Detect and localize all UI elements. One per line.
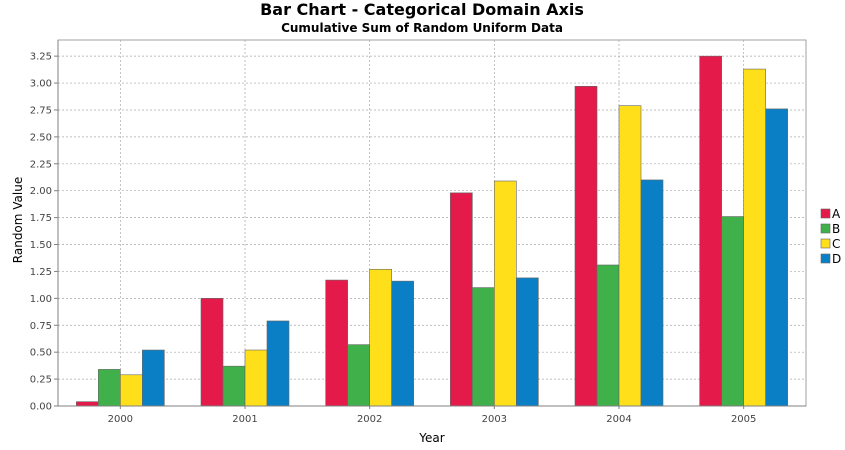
x-tick-label: 2002 [357,414,382,425]
x-tick-label: 2004 [606,414,631,425]
legend-swatch-a [820,208,831,219]
bar-b-2000 [98,369,121,407]
bar-c-2003 [494,180,517,407]
y-tick-label: 1.25 [30,267,52,278]
y-tick-label: 3.00 [30,79,52,90]
bar-b-2005 [721,216,744,407]
bar-d-2004 [640,179,664,407]
y-tick-label: 3.25 [30,52,52,63]
bar-c-2002 [369,268,392,407]
bar-b-2002 [347,344,370,407]
bar-a-2002 [325,279,348,407]
bar-b-2004 [596,264,620,407]
y-tick-label: 1.50 [30,240,52,251]
legend-swatch-b [820,223,831,234]
y-tick-label: 2.75 [30,105,52,116]
legend-label-a: A [832,207,841,221]
x-axis-ticks: 2000 2001 2002 2003 2004 2005 [108,406,756,425]
x-tick-label: 2003 [482,414,507,425]
y-tick-label: 0.00 [30,402,52,413]
bar-a-2000 [76,401,99,407]
plot-area [57,39,807,407]
y-tick-label: 1.75 [30,213,52,224]
y-tick-label: 2.00 [30,186,52,197]
bar-d-2005 [765,108,788,407]
bar-c-2005 [743,68,766,407]
bar-c-2004 [618,105,642,407]
bar-b-2003 [472,287,495,407]
x-axis-label: Year [418,431,444,445]
y-tick-label: 1.00 [30,294,52,305]
chart-subtitle: Cumulative Sum of Random Uniform Data [281,21,563,35]
legend-label-c: C [832,237,840,251]
bar-b-2001 [222,365,246,407]
bar-c-2000 [120,374,143,407]
x-tick-label: 2001 [232,414,257,425]
bar-a-2001 [200,298,224,407]
bar-d-2002 [391,280,414,407]
chart-title: Bar Chart - Categorical Domain Axis [260,0,584,19]
legend-label-b: B [832,222,840,236]
bars [76,55,788,407]
y-tick-label: 2.50 [30,132,52,143]
bar-a-2005 [699,55,722,407]
bar-a-2003 [450,192,473,407]
bar-d-2003 [516,277,539,407]
bar-d-2001 [266,320,290,407]
y-tick-label: 0.50 [30,348,52,359]
y-tick-label: 2.25 [30,159,52,170]
y-axis-label: Random Value [11,177,25,263]
legend-label-d: D [832,252,841,266]
bar-c-2001 [244,349,268,407]
y-tick-label: 0.75 [30,321,52,332]
x-tick-label: 2000 [108,414,133,425]
legend-swatch-c [820,238,831,249]
y-tick-label: 0.25 [30,375,52,386]
bar-d-2000 [142,349,165,407]
y-axis-ticks: 0.00 0.25 0.50 0.75 1.00 1.25 1.50 1.75 2.00 2.25… [30,52,58,413]
bar-a-2004 [574,85,598,407]
legend-swatch-d [820,253,831,264]
x-tick-label: 2005 [731,414,756,425]
